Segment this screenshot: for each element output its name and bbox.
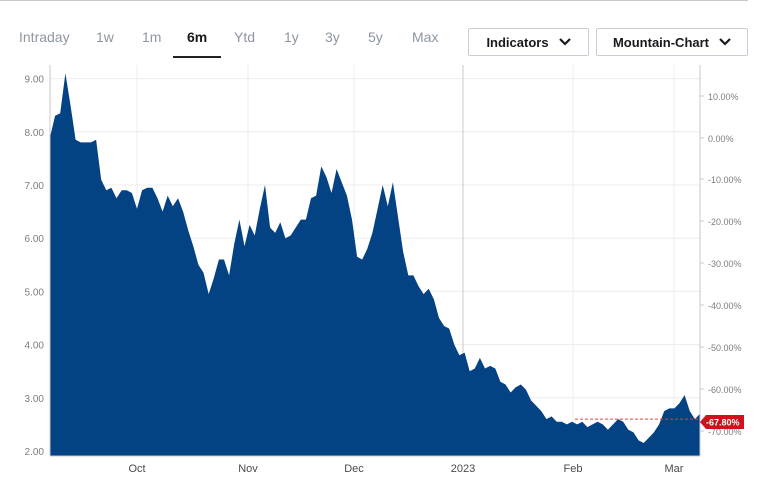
y-tick-label-left: 9.00 <box>25 75 45 86</box>
y-tick-label-right: -50.00% <box>708 343 742 353</box>
chevron-down-icon <box>558 38 571 46</box>
indicators-dropdown[interactable]: Indicators <box>468 28 589 56</box>
y-tick-label-right: 0.00% <box>708 134 734 144</box>
y-tick-label-left: 2.00 <box>25 447 45 458</box>
tab-max[interactable]: Max <box>412 29 439 45</box>
x-tick-label: Oct <box>128 463 145 475</box>
current-change-badge <box>700 415 744 429</box>
y-tick-label-right: 10.00% <box>708 92 739 102</box>
y-tick-label-left: 4.00 <box>25 341 45 352</box>
indicators-label: Indicators <box>486 34 549 50</box>
x-tick-label: 2023 <box>451 463 475 475</box>
tab-3y[interactable]: 3y <box>325 29 340 45</box>
y-tick-label-right: -10.00% <box>708 175 742 185</box>
chart-toolbar: Intraday 1w 1m 6m Ytd 1y 3y 5y Max Indic… <box>0 20 768 60</box>
tab-6m[interactable]: 6m <box>187 29 208 45</box>
y-tick-label-left: 5.00 <box>25 287 45 298</box>
price-chart[interactable]: 2.00 3.00 4.00 5.00 6.00 7.00 8.00 9.00 10.00% 0.… <box>0 62 768 486</box>
tab-1y[interactable]: 1y <box>284 29 299 45</box>
price-area <box>50 73 700 457</box>
x-tick-label: Mar <box>665 463 684 475</box>
y-tick-label-right: -20.00% <box>708 217 742 227</box>
x-tick-label: Feb <box>564 463 583 475</box>
tab-1m[interactable]: 1m <box>142 29 162 45</box>
y-tick-label-left: 6.00 <box>25 234 45 245</box>
y-tick-label-right: -30.00% <box>708 259 742 269</box>
y-tick-label-right: -70.00% <box>708 427 742 437</box>
chart-type-label: Mountain-Chart <box>612 34 710 50</box>
y-tick-label-left: 3.00 <box>25 394 45 405</box>
y-tick-label-right: -60.00% <box>708 385 742 395</box>
top-divider <box>0 0 748 1</box>
y-tick-label-right: -40.00% <box>708 301 742 311</box>
y-tick-label-left: 7.00 <box>25 181 45 192</box>
x-tick-label: Dec <box>344 463 364 475</box>
chevron-down-icon <box>719 38 731 46</box>
tab-intraday[interactable]: Intraday <box>19 29 70 45</box>
y-tick-label-left: 8.00 <box>25 128 45 139</box>
current-change-label: -67.80% <box>706 418 740 428</box>
active-tab-indicator <box>173 56 221 58</box>
tab-1w[interactable]: 1w <box>96 29 114 45</box>
tab-5y[interactable]: 5y <box>368 29 383 45</box>
tab-ytd[interactable]: Ytd <box>234 29 256 45</box>
chart-type-dropdown[interactable]: Mountain-Chart <box>596 28 748 56</box>
x-tick-label: Nov <box>238 463 258 475</box>
